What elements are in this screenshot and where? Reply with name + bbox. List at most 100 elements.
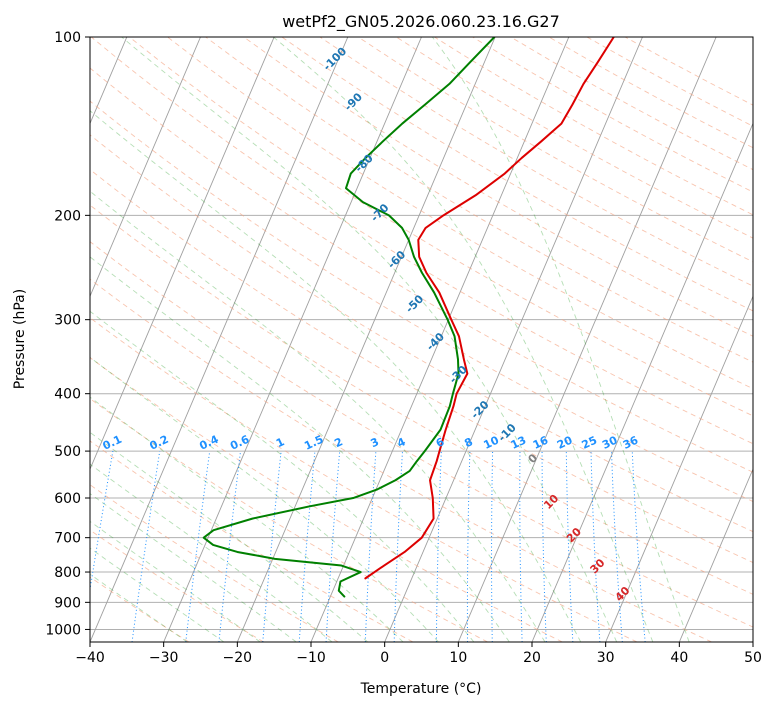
axis-layer: −40 −30 −20 −10 0 10 20 30 40 5010020030040050060… (45, 30, 762, 666)
isotherm-line (236, 37, 496, 642)
dry-adiabat-line (90, 134, 753, 533)
x-tick-label: 30 (597, 650, 615, 666)
x-tick-label: −20 (223, 650, 253, 666)
mixing-ratio-line (364, 451, 377, 642)
x-tick-label: 20 (523, 650, 541, 666)
dry-adiabat-line (90, 576, 190, 642)
moist-adiabat-line (90, 431, 368, 642)
mixing-ratio-line (491, 451, 494, 642)
mixing-ratio-label: 36 (621, 433, 641, 451)
x-axis-label: Temperature (°C) (360, 681, 482, 697)
moist-adiabat-line (90, 356, 439, 642)
grid-layer (90, 37, 753, 642)
mixing-ratio-label: 3 (369, 435, 381, 450)
mixing-ratio-label: 30 (600, 433, 620, 451)
mixing-ratio-line (466, 451, 471, 642)
theta-e-label: -80 (352, 152, 375, 175)
mixing-ratio-label: 2 (332, 435, 344, 450)
x-tick-label: 40 (670, 650, 688, 666)
mixing-ratio-label: 0.6 (228, 433, 251, 453)
isotherm-line (457, 37, 717, 642)
mixing-ratio-label: 20 (555, 433, 575, 451)
mixing-ratio-label: 13 (509, 434, 528, 452)
theta-e-label: -60 (385, 248, 408, 271)
series-layer (202, 37, 615, 598)
theta-e-label: -50 (403, 292, 426, 315)
theta-e-label: -30 (447, 363, 470, 386)
plot-frame (89, 36, 754, 643)
y-tick-label: 200 (54, 208, 81, 224)
theta-e-label: -20 (468, 398, 491, 421)
dry-adiabat-line (90, 67, 753, 473)
moist-adiabat-line (431, 37, 690, 642)
dry-adiabat-line (90, 357, 563, 642)
moist-adiabat-line (273, 37, 654, 642)
mixing-ratio-label: 0.2 (147, 433, 170, 453)
moist-adiabat-line (121, 37, 618, 642)
y-tick-label: 600 (54, 491, 81, 507)
y-tick-label: 900 (54, 595, 81, 611)
dry-adiabat-line (90, 278, 712, 642)
isotherm-line (90, 37, 349, 642)
theta-e-label: -100 (321, 44, 350, 73)
mixing-ratio-label: 10 (482, 433, 502, 451)
theta-e-label: 20 (564, 525, 584, 545)
temperature-profile-line (364, 37, 615, 580)
theta-e-label: 30 (588, 556, 608, 576)
isotherm-line (678, 467, 753, 642)
moist-adiabat-line (90, 310, 475, 642)
x-tick-label: −30 (149, 650, 179, 666)
theta-e-label: 10 (541, 492, 561, 512)
dry-adiabat-line (90, 241, 753, 628)
theta-e-label: -90 (342, 90, 365, 113)
mixing-ratio-line (90, 451, 114, 593)
dry-adiabat-line (90, 204, 753, 595)
moist-adiabat-line (90, 396, 404, 642)
y-tick-label: 500 (54, 444, 81, 460)
mixing-ratio-label: 25 (580, 434, 599, 452)
mixing-ratio-line (519, 451, 523, 642)
isotherm-line (605, 295, 753, 642)
y-tick-label: 700 (54, 531, 81, 547)
dry-adiabat-line (510, 37, 753, 171)
mixing-ratio-line (185, 451, 211, 642)
dewpoint-profile-line (202, 37, 496, 598)
x-tick-label: 50 (744, 650, 762, 666)
mixing-ratio-line (565, 451, 574, 642)
label-layer: 0.1 0.2 0.4 0.6 1 1.5 2 3 4 6 8 10 13 16 20 25 30 36-100-… (101, 44, 641, 604)
mixing-ratio-label: 1 (274, 435, 286, 450)
mixing-ratio-line (631, 451, 646, 642)
mixing-ratio-line (325, 451, 341, 642)
x-tick-label: 0 (380, 650, 389, 666)
dry-adiabat-line (586, 37, 753, 127)
moist-adiabat-line (90, 110, 582, 642)
mixing-ratio-line (590, 451, 601, 642)
dry-adiabat-line (281, 37, 753, 312)
y-tick-label: 400 (54, 387, 81, 403)
isotherm-line (90, 37, 275, 471)
x-tick-label: 10 (449, 650, 467, 666)
moist-adiabat-line (90, 190, 546, 642)
mixing-ratio-label: 16 (531, 433, 551, 451)
dry-adiabat-line (90, 440, 414, 642)
dry-adiabat-line (90, 398, 488, 642)
isotherm-line (90, 37, 201, 298)
dry-adiabat-line (205, 37, 753, 363)
theta-e-label: -40 (424, 330, 447, 353)
mixing-ratio-label: 4 (395, 435, 408, 450)
y-tick-label: 300 (54, 313, 81, 329)
mixing-ratio-line (541, 451, 547, 642)
mixing-ratio-label: 6 (434, 435, 447, 450)
dry-adiabat-line (472, 37, 753, 193)
dry-adiabat-line (357, 37, 753, 263)
isotherm-line (384, 37, 643, 642)
y-tick-label: 100 (54, 30, 81, 46)
y-tick-label: 800 (54, 565, 81, 581)
dry-adiabat-line (90, 168, 753, 564)
theta-e-label: -70 (368, 201, 391, 224)
y-tick-label: 1000 (45, 622, 81, 638)
dry-adiabat-line (243, 37, 753, 337)
dry-adiabat-line (129, 37, 753, 417)
mixing-ratio-line (610, 451, 623, 642)
